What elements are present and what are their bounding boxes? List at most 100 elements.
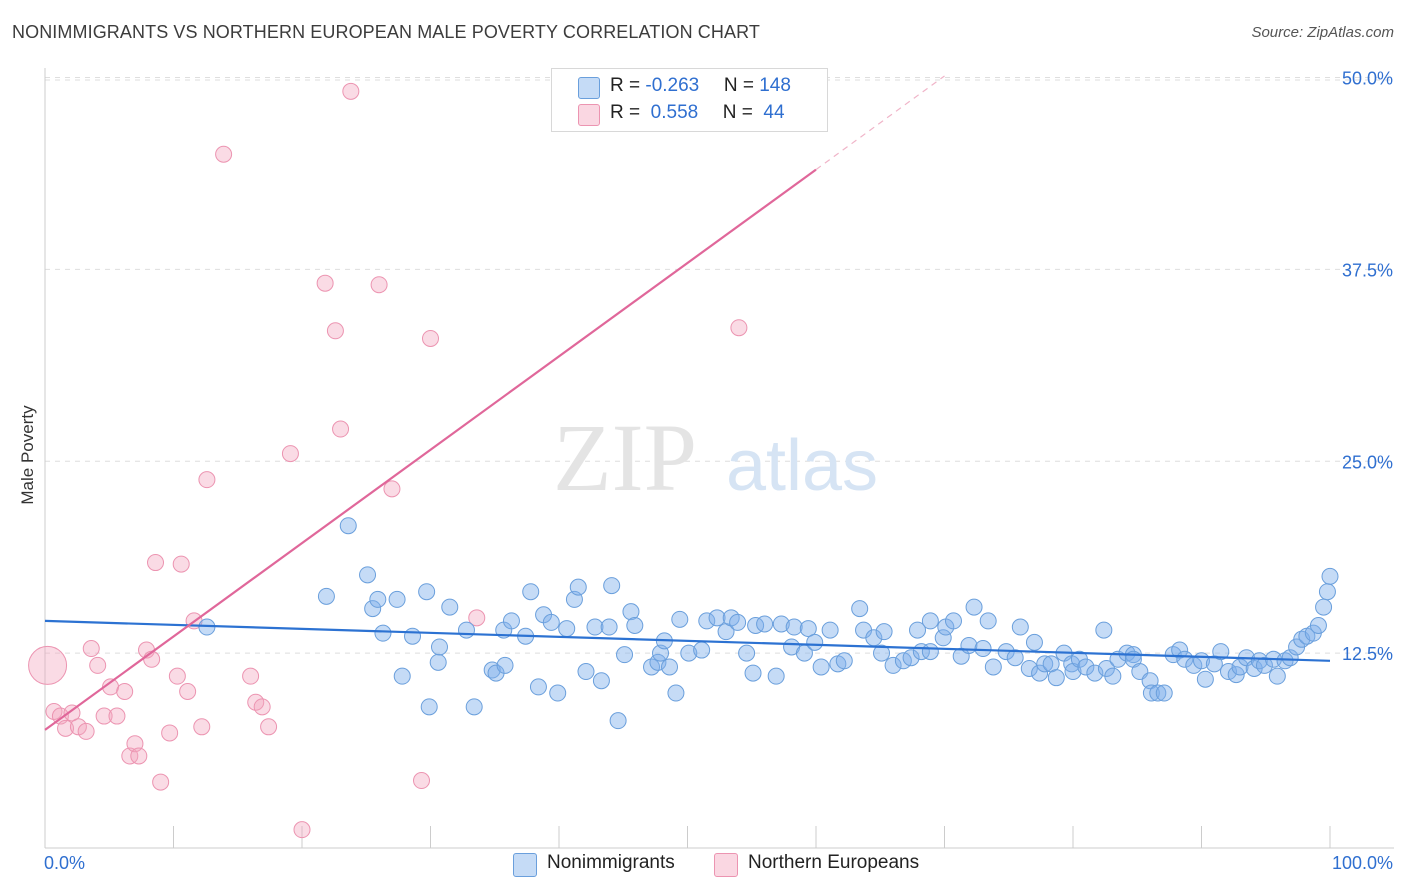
nonimmigrants-point xyxy=(1268,667,1286,685)
watermark-atlas: atlas xyxy=(726,426,878,506)
nonimmigrants-point xyxy=(744,664,762,682)
nonimmigrants-point xyxy=(1077,658,1095,676)
nonimmigrants-point xyxy=(569,578,587,596)
nonimmigrants-point xyxy=(420,698,438,716)
nonimmigrants-point xyxy=(1118,644,1136,662)
nonimmigrants-point xyxy=(1276,652,1294,670)
nonimmigrants-trendline xyxy=(44,619,1331,662)
nonimmigrants-point xyxy=(747,616,765,634)
nonimmigrants-point xyxy=(1025,633,1043,651)
chart-title: NONIMMIGRANTS VS NORTHERN EUROPEAN MALE … xyxy=(12,22,760,42)
northern-europeans-point xyxy=(130,747,148,765)
northern-europeans-point xyxy=(161,724,179,742)
nonimmigrants-point xyxy=(317,587,335,605)
nonimmigrants-point xyxy=(698,612,716,630)
northern-europeans-point xyxy=(253,698,271,716)
watermark-zip: ZIP xyxy=(553,404,697,511)
n-label: N = xyxy=(722,102,759,123)
legend-swatch-blue xyxy=(513,853,537,877)
n-value: 44 xyxy=(758,102,785,123)
nonimmigrants-point xyxy=(835,652,853,670)
northern-europeans-point xyxy=(215,145,233,163)
nonimmigrants-point xyxy=(359,566,377,584)
northern-europeans-point xyxy=(332,420,350,438)
nonimmigrants-point xyxy=(1318,583,1336,601)
northern-europeans-point xyxy=(168,667,186,685)
northern-europeans-point xyxy=(281,445,299,463)
nonimmigrants-point xyxy=(1095,621,1113,639)
northern-europeans-point xyxy=(82,640,100,658)
northern-europeans-point xyxy=(179,683,197,700)
nonimmigrants-point xyxy=(502,612,520,630)
northern-europeans-point xyxy=(147,554,165,572)
nonimmigrants-point xyxy=(457,621,475,639)
northern-europeans-point xyxy=(413,772,431,790)
nonimmigrants-point xyxy=(616,646,634,664)
r-value: -0.263 xyxy=(645,75,700,96)
nonimmigrants-point xyxy=(622,603,640,621)
northern-europeans-point xyxy=(326,322,344,340)
nonimmigrants-point xyxy=(851,600,869,618)
n-value: 148 xyxy=(759,75,791,96)
northern-europeans-point xyxy=(77,722,95,740)
nonimmigrants-point xyxy=(529,678,547,696)
nonimmigrants-point xyxy=(944,612,962,630)
northern-europeans-point xyxy=(468,609,486,627)
nonimmigrants-point xyxy=(1149,684,1167,702)
legend-text: R = 0.558 N = 44 xyxy=(610,102,785,124)
nonimmigrants-point xyxy=(1212,643,1230,661)
x-tick-label: 0.0% xyxy=(44,853,85,873)
northern-europeans-trendline-extension xyxy=(815,75,945,171)
nonimmigrants-point xyxy=(1020,659,1038,677)
legend-swatch-pink xyxy=(578,104,600,126)
nonimmigrants-point xyxy=(1281,649,1299,667)
northern-europeans-points xyxy=(28,82,748,839)
nonimmigrants-point xyxy=(600,618,618,636)
nonimmigrants-point xyxy=(708,609,726,627)
nonimmigrants-point xyxy=(767,667,785,685)
nonimmigrants-point xyxy=(1255,656,1273,674)
nonimmigrants-point xyxy=(339,517,357,535)
source-credit: Source: ZipAtlas.com xyxy=(1251,24,1394,41)
watermark: ZIP atlas xyxy=(553,404,878,511)
nonimmigrants-point xyxy=(693,641,711,659)
northern-europeans-trendline xyxy=(44,168,817,731)
y-tick-label: 25.0% xyxy=(1342,452,1393,472)
nonimmigrants-point xyxy=(558,620,576,638)
nonimmigrants-point xyxy=(875,623,893,641)
nonimmigrants-point xyxy=(974,640,992,658)
nonimmigrants-point xyxy=(921,612,939,630)
nonimmigrants-point xyxy=(756,615,774,633)
r-value: 0.558 xyxy=(645,102,699,123)
northern-europeans-point xyxy=(95,707,113,725)
legend-label: Nonimmigrants xyxy=(547,852,675,873)
nonimmigrants-point xyxy=(609,712,627,730)
nonimmigrants-point xyxy=(549,684,567,702)
nonimmigrants-point xyxy=(884,656,902,674)
r-label: R = xyxy=(610,102,646,123)
y-axis-label: Male Poverty xyxy=(18,405,37,505)
northern-europeans-point xyxy=(293,821,311,839)
y-tick-label: 37.5% xyxy=(1342,260,1393,280)
northern-europeans-point xyxy=(383,480,401,498)
nonimmigrants-point xyxy=(374,624,392,642)
legend-swatch-pink xyxy=(714,853,738,877)
nonimmigrants-point xyxy=(1047,669,1065,687)
nonimmigrants-point xyxy=(364,600,382,618)
legend-label: Northern Europeans xyxy=(748,852,920,873)
nonimmigrants-point xyxy=(577,663,595,681)
northern-europeans-point xyxy=(172,555,190,573)
legend-swatch-blue xyxy=(578,77,600,99)
northern-europeans-point xyxy=(63,704,81,722)
nonimmigrants-point xyxy=(1321,567,1339,585)
nonimmigrants-point xyxy=(496,656,514,674)
nonimmigrants-point xyxy=(404,627,422,645)
nonimmigrants-point xyxy=(821,621,839,639)
nonimmigrants-point xyxy=(934,629,952,647)
nonimmigrants-point xyxy=(1227,666,1245,684)
correlation-legend: R = -0.263 N = 148 R = 0.558 N = 44 xyxy=(551,68,828,132)
y-tick-label: 12.5% xyxy=(1342,644,1393,664)
nonimmigrants-point xyxy=(393,667,411,685)
nonimmigrants-point xyxy=(960,636,978,654)
